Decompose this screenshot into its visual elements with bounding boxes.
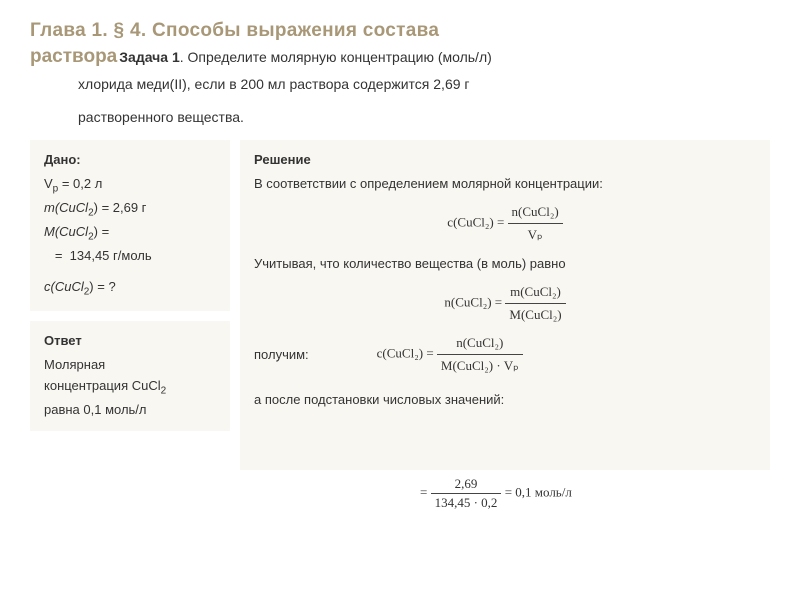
get-label: получим: <box>254 345 309 365</box>
problem-heading-row: раствора Задача 1 . Определите молярную … <box>30 46 770 68</box>
answer-title: Ответ <box>44 331 216 351</box>
given-title: Дано: <box>44 150 216 170</box>
answer-line: концентрация CuCl2 <box>44 376 216 399</box>
formula-2: n(CuCl₂) = m(CuCl₂) M(CuCl₂) <box>254 282 756 325</box>
subtitle-accent: раствора <box>30 46 117 68</box>
answer-line: Молярная <box>44 355 216 375</box>
given-line: Vр = 0,2 л <box>44 174 216 197</box>
given-line: c(CuCl2) = ? <box>44 277 216 300</box>
solution-box: Решение В соответствии с определением мо… <box>240 140 770 470</box>
formula-1: c(CuCl₂) = n(CuCl₂) Vₚ <box>254 202 756 245</box>
solution-intro: В соответствии с определением молярной к… <box>254 174 756 194</box>
answer-line: равна 0,1 моль/л <box>44 400 216 420</box>
right-column: Решение В соответствии с определением мо… <box>240 140 770 511</box>
problem-text-line2: хлорида меди(II), если в 200 мл раствора… <box>78 74 770 95</box>
solution-mid: Учитывая, что количество вещества (в мол… <box>254 254 756 274</box>
after-substitution: а после подстановки числовых значений: <box>254 390 756 410</box>
answer-box: Ответ Молярная концентрация CuCl2 равна … <box>30 321 230 432</box>
formula-3-row: получим: c(CuCl₂) = n(CuCl₂) M(CuCl₂) · … <box>254 333 756 376</box>
chapter-title: Глава 1. § 4. Способы выражения состава <box>30 20 770 42</box>
given-line: m(CuCl2) = 2,69 г <box>44 198 216 221</box>
problem-text-line3: растворенного вещества. <box>78 107 770 128</box>
content-grid: Дано: Vр = 0,2 л m(CuCl2) = 2,69 г M(CuC… <box>30 140 770 511</box>
given-line: M(CuCl2) = <box>44 222 216 245</box>
left-column: Дано: Vр = 0,2 л m(CuCl2) = 2,69 г M(CuC… <box>30 140 230 511</box>
problem-first-line: . Определите молярную концентрацию (моль… <box>180 47 492 68</box>
solution-title: Решение <box>254 150 756 170</box>
problem-label: Задача 1 <box>119 49 179 65</box>
formula-final: = 2,69 134,45 · 0,2 = 0,1 моль/л <box>420 476 770 511</box>
formula-3: c(CuCl₂) = n(CuCl₂) M(CuCl₂) · Vₚ <box>377 333 523 376</box>
given-box: Дано: Vр = 0,2 л m(CuCl2) = 2,69 г M(CuC… <box>30 140 230 311</box>
given-line: = 134,45 г/моль <box>44 246 216 266</box>
